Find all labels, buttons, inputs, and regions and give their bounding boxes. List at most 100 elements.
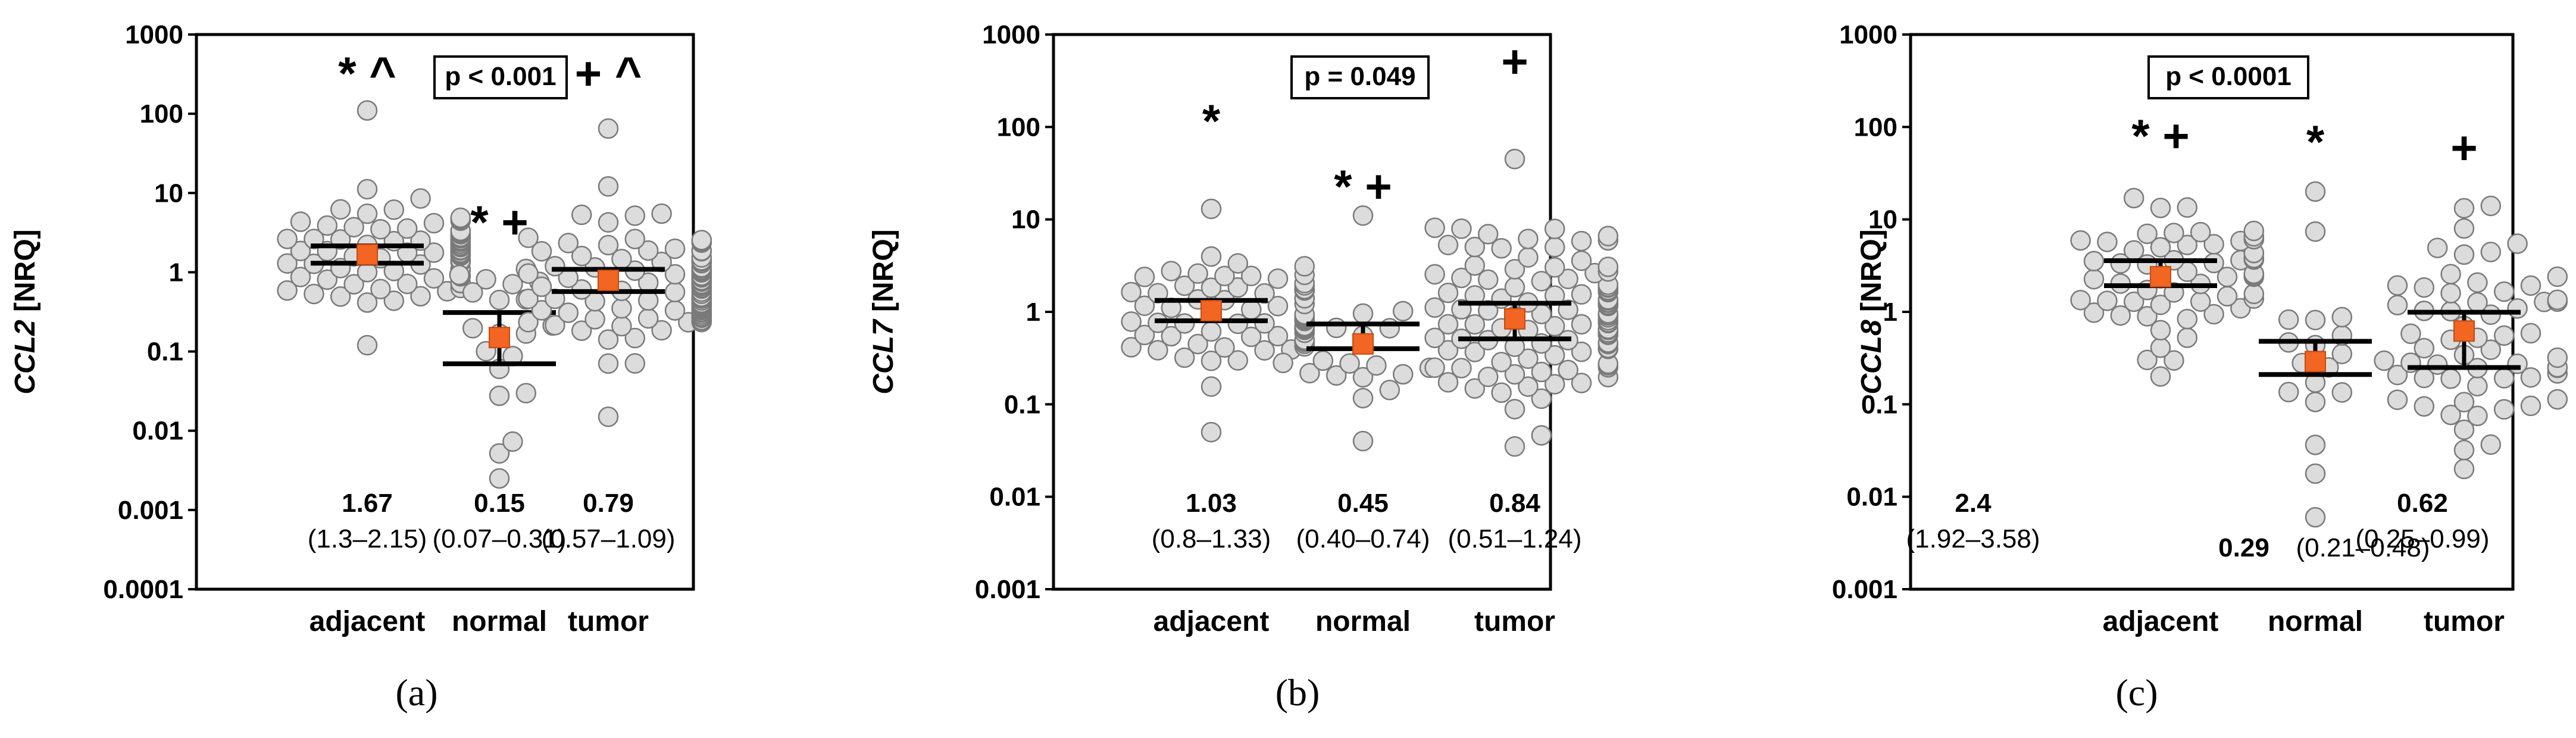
data-point xyxy=(2453,392,2475,412)
data-point xyxy=(1352,430,1374,452)
p-value-label: p < 0.0001 xyxy=(2165,62,2291,91)
data-point xyxy=(1174,347,1195,368)
data-point xyxy=(1174,275,1195,296)
data-point xyxy=(2480,195,2502,217)
median-marker xyxy=(2453,320,2475,342)
data-point xyxy=(2150,237,2171,258)
data-point xyxy=(1134,295,1155,316)
data-point xyxy=(1379,380,1400,401)
data-point xyxy=(1201,246,1222,267)
data-point xyxy=(1352,205,1374,226)
y-tick-label: 100 xyxy=(997,112,1040,142)
data-point xyxy=(290,240,311,261)
data-point xyxy=(1558,268,1578,289)
data-point xyxy=(624,205,646,226)
data-point xyxy=(2070,230,2091,251)
x-category-label: adjacent xyxy=(310,606,426,637)
significance-marker: * + xyxy=(2131,110,2190,162)
data-point xyxy=(1544,218,1565,239)
data-point xyxy=(2305,181,2326,202)
data-point xyxy=(1352,367,1374,388)
chart-panel-b: 0.001 0.01 0.1 1 10 100 1000 CCL7 [NRQ] adjacent… xyxy=(868,20,1619,714)
median-label: 0.79 xyxy=(583,489,634,518)
data-point xyxy=(637,240,659,261)
y-axis-gene: CCL2 xyxy=(10,320,41,395)
data-point xyxy=(1352,387,1374,409)
data-point xyxy=(2387,389,2408,410)
data-point xyxy=(2400,323,2421,345)
data-point xyxy=(2453,198,2475,219)
data-point xyxy=(1201,277,1222,298)
data-point xyxy=(1325,317,1347,339)
data-point xyxy=(2305,221,2326,242)
data-point xyxy=(343,217,364,237)
data-point xyxy=(598,176,619,197)
data-point xyxy=(2083,251,2105,271)
p-value-label: p = 0.049 xyxy=(1304,62,1415,91)
y-tick-label: 0.01 xyxy=(132,417,183,446)
y-tick-label: 100 xyxy=(140,99,183,129)
data-point xyxy=(1518,229,1539,249)
y-tick-label: 0.1 xyxy=(1861,390,1897,419)
data-point xyxy=(1214,265,1235,287)
data-point xyxy=(357,203,378,224)
data-point xyxy=(2243,283,2265,305)
y-tick-label: 0.01 xyxy=(989,483,1040,512)
data-point xyxy=(2305,506,2326,528)
y-axis-gene: CCL8 xyxy=(1856,320,1887,395)
data-point xyxy=(624,327,646,349)
data-point xyxy=(2467,405,2488,427)
data-point xyxy=(489,289,510,311)
data-point xyxy=(598,234,619,256)
data-point xyxy=(1437,372,1459,393)
data-point xyxy=(1267,268,1289,289)
data-point xyxy=(1201,321,1222,342)
significance-marker: + xyxy=(2450,121,2478,174)
data-point xyxy=(2177,234,2198,255)
data-point xyxy=(489,385,510,406)
data-point xyxy=(2305,392,2326,412)
data-point xyxy=(2427,354,2448,375)
data-point xyxy=(2427,237,2448,258)
y-tick-label: 10 xyxy=(1011,205,1040,234)
data-point xyxy=(1267,326,1289,347)
y-tick-label: 10 xyxy=(1868,205,1897,234)
data-point xyxy=(1312,350,1334,371)
data-point xyxy=(2480,434,2502,455)
data-point xyxy=(1544,237,1565,258)
data-point xyxy=(598,118,619,139)
data-point xyxy=(410,188,431,209)
data-point xyxy=(2440,404,2461,426)
y-axis-label: CCL7 [NRQ] xyxy=(868,229,899,394)
data-point xyxy=(611,298,632,319)
data-point xyxy=(357,292,378,313)
iqr-label: (0.8–1.33) xyxy=(1152,524,1271,554)
data-point xyxy=(664,264,686,285)
data-point xyxy=(2440,264,2461,284)
data-point xyxy=(330,286,351,307)
data-point xyxy=(2305,463,2326,484)
data-point xyxy=(2520,323,2541,344)
data-point xyxy=(423,268,445,289)
median-marker xyxy=(1504,308,1525,330)
data-point xyxy=(1504,364,1525,385)
data-point xyxy=(1352,303,1374,324)
data-point xyxy=(2203,304,2224,325)
data-point xyxy=(1366,355,1387,376)
data-point xyxy=(1148,340,1168,361)
data-point xyxy=(1437,340,1459,361)
p-value-box xyxy=(433,55,568,99)
data-point xyxy=(664,238,686,259)
data-point xyxy=(571,204,592,226)
iqr-label: (0.40–0.74) xyxy=(1296,524,1430,554)
chart-panel-c: 0.001 0.01 0.1 1 10 100 1000 CCL8 [NRQ] adjacent… xyxy=(1832,20,2568,714)
data-point xyxy=(290,267,311,287)
median-label: 0.84 xyxy=(1489,489,1540,518)
data-point xyxy=(2164,223,2184,243)
data-point xyxy=(1598,226,1619,246)
data-point xyxy=(2331,382,2353,403)
data-point xyxy=(1424,327,1445,349)
y-tick-label: 0.001 xyxy=(1832,575,1897,604)
data-point xyxy=(476,268,496,290)
data-point xyxy=(2097,232,2118,252)
